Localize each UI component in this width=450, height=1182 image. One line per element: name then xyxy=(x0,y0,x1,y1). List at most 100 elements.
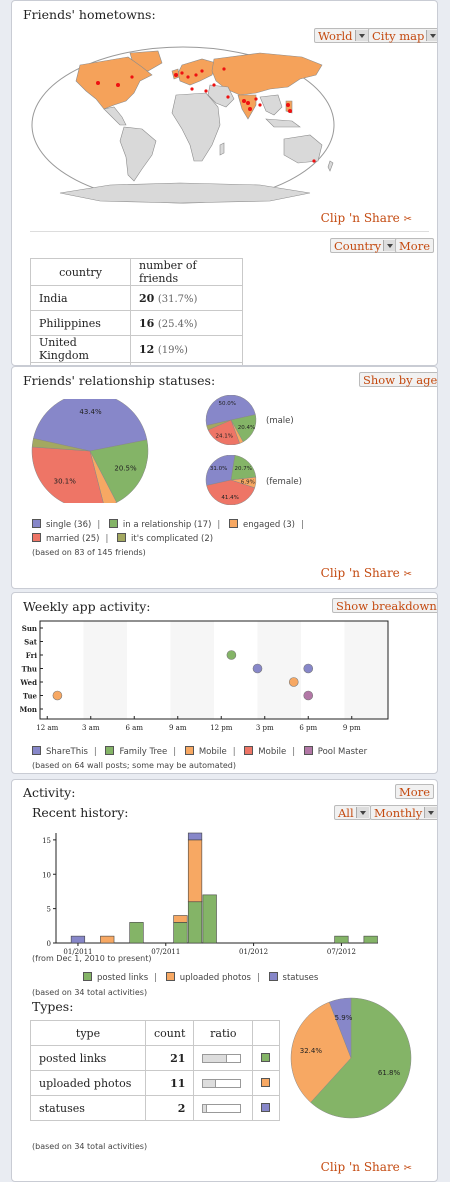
pie-slice-married[interactable] xyxy=(207,419,240,445)
table-row-partial xyxy=(30,362,243,365)
country-cell: Philippines xyxy=(30,310,131,336)
group-by-select[interactable]: Country xyxy=(330,238,399,253)
y-tick-label: Mon xyxy=(20,705,37,714)
pie-data-label: 32.4% xyxy=(300,1047,323,1055)
x-tick-label: 12 pm xyxy=(210,724,233,732)
scatter-point[interactable] xyxy=(288,677,299,687)
count-cell: 16 (25.4%) xyxy=(130,310,243,336)
legend-item: Mobile xyxy=(244,746,286,757)
legend-swatch xyxy=(303,746,313,755)
scope-select[interactable]: World xyxy=(314,28,370,43)
hometowns-title: Friends' hometowns: xyxy=(23,7,156,22)
pie-slice-married[interactable] xyxy=(206,479,256,505)
relationship-pie-all[interactable]: 43.4% 20.5% 30.1% xyxy=(30,399,150,503)
pie-slice-in-a-relationship[interactable] xyxy=(89,439,149,503)
pie-slice-married[interactable] xyxy=(31,446,104,503)
color-swatch xyxy=(261,1102,271,1112)
bar-segment[interactable] xyxy=(187,839,203,903)
clip-label: Clip 'n Share xyxy=(320,566,400,580)
pie-data-label: 50.0% xyxy=(219,401,236,407)
world-map[interactable] xyxy=(30,45,337,207)
relationship-title: Friends' relationship statuses: xyxy=(23,373,216,388)
bar-segment[interactable] xyxy=(363,935,378,944)
show-by-age-button[interactable]: Show by age xyxy=(359,372,437,387)
legend-item: statuses xyxy=(268,972,318,983)
bar-segment[interactable] xyxy=(187,832,203,841)
pie-data-label: 43.4% xyxy=(79,408,102,416)
pie-slice-it-s-complicated[interactable] xyxy=(206,419,232,431)
x-tick-label: 07/2012 xyxy=(327,948,356,955)
scatter-point[interactable] xyxy=(226,650,237,660)
relationship-panel: Friends' relationship statuses: Show by … xyxy=(11,366,438,589)
grid-band xyxy=(170,621,214,719)
pie-data-label: 6.9% xyxy=(241,480,255,486)
ratio-bar xyxy=(202,1104,242,1113)
bar-segment[interactable] xyxy=(202,894,217,944)
activity-period-select[interactable]: Monthly xyxy=(370,805,437,820)
hometowns-clip-share-link[interactable]: Clip 'n Share ✂ xyxy=(321,211,412,225)
scatter-point[interactable] xyxy=(52,690,63,701)
count-cell: 12 (19%) xyxy=(130,335,243,363)
pie-slice-single[interactable] xyxy=(205,455,236,486)
history-bar-chart[interactable]: 0 5 10 15 01/2011 07/2011 01/2012 07/2012 xyxy=(20,825,380,955)
table-row: Philippines 16 (25.4%) xyxy=(30,310,243,336)
activity-panel: Activity: More Recent history: All Month… xyxy=(11,779,438,1182)
hometowns-more-button[interactable]: More xyxy=(395,238,435,253)
relationship-pie-female[interactable]: 31.0% 20.7% 6.9% 41.4% xyxy=(204,455,258,505)
count-cell: 11 xyxy=(144,1070,195,1096)
pie-data-label: 20.4% xyxy=(238,425,255,431)
types-pie[interactable]: 61.8% 32.4% 5.9% xyxy=(286,996,416,1120)
type-cell: statuses xyxy=(30,1095,146,1121)
relationship-legend-row2: married (25) | it's complicated (2) xyxy=(32,533,213,544)
ratio-cell xyxy=(193,1045,254,1071)
bar-segment[interactable] xyxy=(334,935,349,944)
y-tick-label: Wed xyxy=(20,678,37,687)
activity-filter-select[interactable]: All xyxy=(334,805,371,820)
activity-clip-share-link[interactable]: Clip 'n Share ✂ xyxy=(321,1160,412,1174)
pie-slice-statuses[interactable] xyxy=(328,997,352,1059)
bar-segment[interactable] xyxy=(129,922,144,944)
scatter-point[interactable] xyxy=(303,663,314,674)
scope-select-value: World xyxy=(318,29,353,43)
scissors-icon: ✂ xyxy=(403,214,412,225)
y-tick-label: Sun xyxy=(22,624,37,633)
y-tick-label: Sat xyxy=(24,638,38,647)
pie-slice-engaged[interactable] xyxy=(89,450,117,503)
bar-segment[interactable] xyxy=(173,915,188,923)
pie-data-label: 24.1% xyxy=(216,433,233,439)
bar-segment[interactable] xyxy=(173,922,188,944)
pie-slice-single[interactable] xyxy=(205,395,256,426)
pie-slice-uploaded-photos[interactable] xyxy=(290,1001,352,1103)
history-range-note: (from Dec 1, 2010 to present) xyxy=(32,954,152,963)
legend-swatch xyxy=(165,972,175,981)
col-number-of-friends: number of friends xyxy=(130,258,243,286)
x-tick-label: 3 am xyxy=(82,724,100,732)
bar-segment[interactable] xyxy=(187,901,203,944)
scatter-point[interactable] xyxy=(303,690,314,701)
x-tick-label: 6 pm xyxy=(299,724,317,732)
scatter-point[interactable] xyxy=(252,663,263,674)
weekly-scatter[interactable]: Sun Sat Fri Thu Wed Tue Mon 12 am 3 am 6 am 9 am 12… xyxy=(20,617,432,741)
x-tick-label: 01/2011 xyxy=(63,948,92,955)
relationship-clip-share-link[interactable]: Clip 'n Share ✂ xyxy=(321,566,412,580)
pie-slice-single[interactable] xyxy=(33,399,148,452)
divider xyxy=(30,231,429,232)
pie-slice-posted-links[interactable] xyxy=(310,997,412,1119)
x-tick-label: 12 am xyxy=(36,724,58,732)
bar-segment[interactable] xyxy=(70,935,86,944)
count-cell: 2 xyxy=(144,1095,195,1121)
color-cell xyxy=(252,1045,281,1071)
show-breakdown-button[interactable]: Show breakdown xyxy=(332,598,437,613)
bar-segment[interactable] xyxy=(100,935,115,944)
ratio-cell xyxy=(193,1095,254,1121)
male-label: (male) xyxy=(266,416,294,426)
count-value: 12 xyxy=(139,342,155,356)
relationship-note: (based on 83 of 145 friends) xyxy=(32,548,146,557)
x-tick-label: 07/2011 xyxy=(151,948,180,955)
map-mode-select[interactable]: City map xyxy=(368,28,437,43)
activity-more-button[interactable]: More xyxy=(395,784,435,799)
relationship-pie-male[interactable]: 50.0% 20.4% 24.1% xyxy=(204,395,258,445)
pie-slice-it-s-complicated[interactable] xyxy=(31,438,91,452)
legend-swatch xyxy=(244,746,254,755)
y-tick-label: 5 xyxy=(47,906,51,914)
